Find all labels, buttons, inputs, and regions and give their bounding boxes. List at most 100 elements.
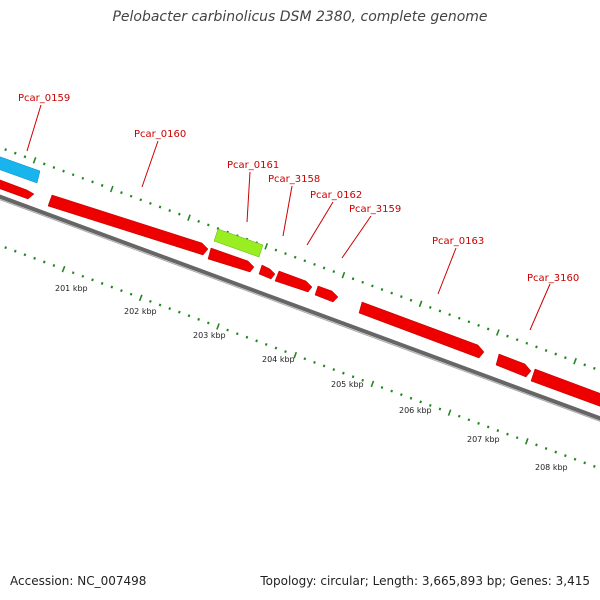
scale-label: 203 kbp [193,331,226,340]
minor-tick [168,209,172,213]
major-tick [370,380,375,388]
map-title: Pelobacter carbinolicus DSM 2380, comple… [112,9,488,25]
minor-tick [52,264,56,267]
minor-tick [351,375,355,379]
major-tick [187,214,191,221]
major-tick [138,294,143,302]
genome-backbone [0,194,600,421]
cds-arrow[interactable] [47,194,209,256]
minor-tick [332,270,336,274]
minor-tick [351,277,355,281]
gene-label-pcar-3159[interactable]: Pcar_3159 [349,204,401,215]
minor-tick [428,403,432,407]
scale-label: 206 kbp [399,406,432,415]
minor-tick [399,295,403,299]
major-tick [495,329,500,336]
gene-label-pcar-0161[interactable]: Pcar_0161 [227,160,279,171]
minor-tick [13,151,17,155]
minor-tick [535,443,538,447]
minor-tick [149,201,152,205]
major-tick [293,351,298,359]
leader-line [282,185,293,237]
minor-tick [438,407,442,411]
minor-tick [255,339,258,343]
minor-tick [419,400,423,404]
minor-tick [322,266,326,270]
minor-tick [486,425,490,429]
minor-tick [428,305,432,309]
minor-tick [592,366,596,370]
gene-labels: Pcar_0159 Pcar_0160 Pcar_0161 Pcar_3158 … [18,93,579,284]
major-tick [447,409,452,416]
gene-label-pcar-0160[interactable]: Pcar_0160 [134,129,186,140]
cds-arrow[interactable] [258,264,276,280]
minor-tick [149,299,152,303]
genome-backbone-highlight [0,199,600,422]
rna-feature-cyan[interactable] [0,155,41,184]
minor-tick [264,342,268,346]
minor-tick [23,253,27,257]
minor-tick [197,219,201,223]
cds-arrow[interactable] [207,247,255,273]
minor-tick [583,461,587,465]
minor-tick [129,292,133,296]
cds-arrow[interactable] [0,178,35,200]
gene-label-pcar-0159[interactable]: Pcar_0159 [18,93,70,104]
cds-arrow[interactable] [495,353,532,378]
minor-tick [197,317,201,321]
gene-label-pcar-0162[interactable]: Pcar_0162 [310,190,362,201]
scale-label: 202 kbp [124,307,157,316]
minor-tick [486,327,490,331]
gene-label-pcar-3160[interactable]: Pcar_3160 [527,273,579,284]
minor-tick [100,281,104,285]
other-features [0,155,264,258]
genome-summary-text: Topology: circular; Length: 3,665,893 bp… [260,574,590,588]
minor-tick [71,173,75,177]
minor-tick [81,274,85,278]
minor-tick [506,334,509,338]
cds-arrow[interactable] [530,368,600,410]
minor-tick [284,350,287,354]
major-tick [216,323,220,330]
minor-tick [42,162,46,166]
cds-arrow[interactable] [274,270,313,293]
minor-tick [544,447,548,450]
minor-tick [4,246,8,250]
major-tick [573,357,577,365]
leader-line [306,201,334,246]
minor-tick [535,345,538,349]
leader-line [437,247,457,295]
minor-tick [342,371,345,375]
accession-text: Accession: NC_007498 [10,574,147,588]
minor-tick [457,414,461,418]
minor-tick [390,389,394,393]
gene-label-pcar-3158[interactable]: Pcar_3158 [268,174,320,185]
minor-tick [303,357,307,361]
minor-tick [409,396,413,400]
minor-tick [158,303,162,307]
minor-tick [573,457,577,461]
label-leaders [26,104,551,331]
gene-label-pcar-0163[interactable]: Pcar_0163 [432,236,484,247]
rna-feature-green[interactable] [213,228,264,258]
minor-tick [71,271,75,275]
minor-tick [13,249,17,253]
minor-tick [91,180,94,184]
major-tick [32,157,37,164]
minor-tick [467,418,471,422]
minor-tick [52,166,56,169]
leader-line [529,283,551,331]
minor-tick [206,223,210,227]
minor-tick [235,332,239,336]
minor-tick [371,284,374,288]
minor-tick [168,307,172,311]
cds-arrow[interactable] [314,285,339,303]
cds-arrow[interactable] [358,301,485,359]
minor-tick [477,421,480,425]
outer-tick-row [4,148,596,370]
minor-tick [245,335,249,339]
minor-tick [177,212,181,216]
minor-tick [332,368,336,372]
minor-tick [554,450,558,454]
major-tick [418,300,423,308]
